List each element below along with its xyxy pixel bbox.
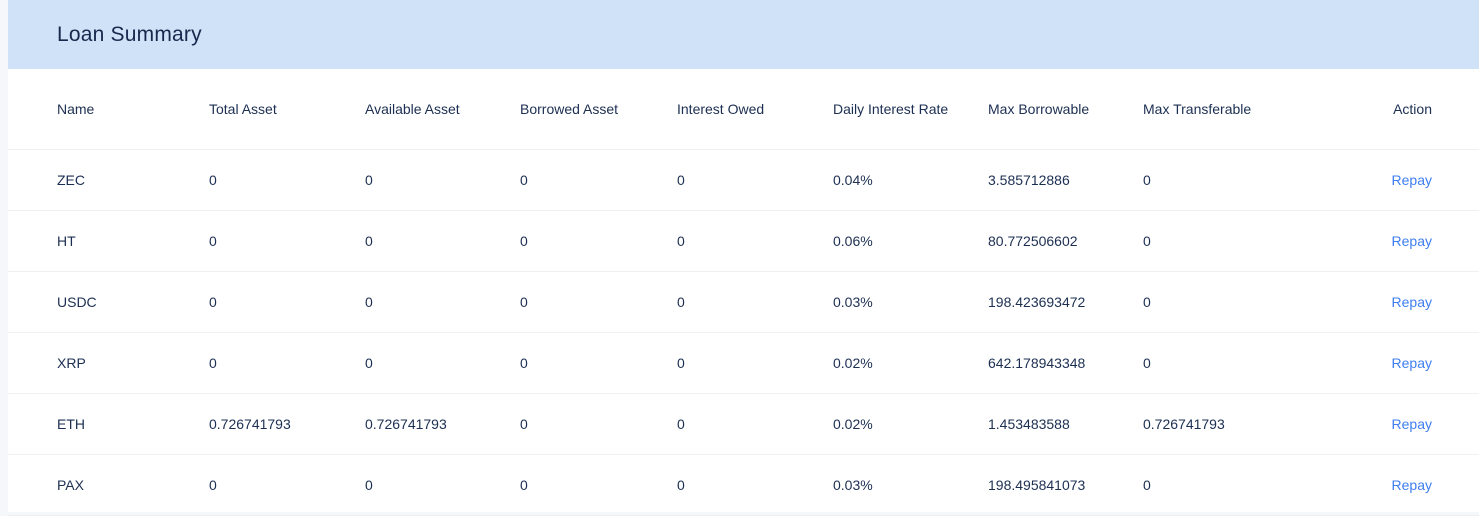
cell-name: USDC — [8, 271, 209, 333]
panel-header: Loan Summary — [8, 0, 1479, 69]
cell-max-transferable: 0.726741793 — [1143, 393, 1298, 455]
cell-borrowed-asset: 0 — [520, 271, 677, 333]
cell-interest-owed: 0 — [677, 149, 833, 211]
column-header-max-borrowable: Max Borrowable — [988, 69, 1143, 150]
repay-link[interactable]: Repay — [1391, 232, 1432, 249]
cell-available-asset: 0 — [365, 454, 520, 516]
column-header-daily-interest-rate: Daily Interest Rate — [833, 69, 988, 150]
cell-max-borrowable: 198.495841073 — [988, 454, 1143, 516]
cell-interest-owed: 0 — [677, 393, 833, 455]
repay-link[interactable]: Repay — [1391, 171, 1432, 188]
cell-max-transferable: 0 — [1143, 149, 1298, 211]
cell-borrowed-asset: 0 — [520, 393, 677, 455]
column-header-interest-owed: Interest Owed — [677, 69, 833, 150]
cell-max-borrowable: 3.585712886 — [988, 149, 1143, 211]
cell-name: ZEC — [8, 149, 209, 211]
cell-max-borrowable: 198.423693472 — [988, 271, 1143, 333]
repay-link[interactable]: Repay — [1391, 354, 1432, 371]
loan-summary-table: Name Total Asset Available Asset Borrowe… — [8, 69, 1479, 516]
cell-max-borrowable: 642.178943348 — [988, 332, 1143, 394]
loan-summary-panel: Loan Summary Name Total Asset Available … — [8, 0, 1479, 516]
cell-daily-interest-rate: 0.02% — [833, 393, 988, 455]
cell-available-asset: 0 — [365, 149, 520, 211]
cell-total-asset: 0 — [209, 271, 365, 333]
table-row: USDC 0 0 0 0 0.03% 198.423693472 0 Repay — [8, 271, 1479, 333]
cell-total-asset: 0 — [209, 454, 365, 516]
cell-daily-interest-rate: 0.04% — [833, 149, 988, 211]
cell-total-asset: 0 — [209, 149, 365, 211]
column-header-max-transferable: Max Transferable — [1143, 69, 1298, 150]
cell-max-transferable: 0 — [1143, 271, 1298, 333]
loan-table-body: ZEC 0 0 0 0 0.04% 3.585712886 0 Repay HT… — [8, 149, 1479, 516]
column-header-action: Action — [1298, 69, 1479, 150]
cell-interest-owed: 0 — [677, 332, 833, 394]
cell-interest-owed: 0 — [677, 454, 833, 516]
cell-total-asset: 0 — [209, 210, 365, 272]
cell-max-borrowable: 1.453483588 — [988, 393, 1143, 455]
table-row: PAX 0 0 0 0 0.03% 198.495841073 0 Repay — [8, 454, 1479, 516]
column-header-name: Name — [8, 69, 209, 150]
page-title: Loan Summary — [57, 22, 202, 46]
repay-link[interactable]: Repay — [1391, 415, 1432, 432]
table-row: XRP 0 0 0 0 0.02% 642.178943348 0 Repay — [8, 332, 1479, 394]
cell-daily-interest-rate: 0.02% — [833, 332, 988, 394]
table-header-row: Name Total Asset Available Asset Borrowe… — [8, 69, 1479, 150]
table-row: ETH 0.726741793 0.726741793 0 0 0.02% 1.… — [8, 393, 1479, 455]
column-header-borrowed-asset: Borrowed Asset — [520, 69, 677, 150]
cell-interest-owed: 0 — [677, 271, 833, 333]
table-row: ZEC 0 0 0 0 0.04% 3.585712886 0 Repay — [8, 149, 1479, 211]
cell-borrowed-asset: 0 — [520, 149, 677, 211]
cell-max-transferable: 0 — [1143, 332, 1298, 394]
cell-total-asset: 0.726741793 — [209, 393, 365, 455]
cell-total-asset: 0 — [209, 332, 365, 394]
cell-daily-interest-rate: 0.06% — [833, 210, 988, 272]
cell-available-asset: 0 — [365, 271, 520, 333]
cell-name: ETH — [8, 393, 209, 455]
cell-available-asset: 0 — [365, 332, 520, 394]
cell-daily-interest-rate: 0.03% — [833, 454, 988, 516]
cell-name: XRP — [8, 332, 209, 394]
cell-borrowed-asset: 0 — [520, 210, 677, 272]
column-header-total-asset: Total Asset — [209, 69, 365, 150]
cell-max-transferable: 0 — [1143, 210, 1298, 272]
cell-interest-owed: 0 — [677, 210, 833, 272]
cell-daily-interest-rate: 0.03% — [833, 271, 988, 333]
repay-link[interactable]: Repay — [1391, 476, 1432, 493]
table-row: HT 0 0 0 0 0.06% 80.772506602 0 Repay — [8, 210, 1479, 272]
column-header-available-asset: Available Asset — [365, 69, 520, 150]
cell-max-borrowable: 80.772506602 — [988, 210, 1143, 272]
cell-borrowed-asset: 0 — [520, 454, 677, 516]
cell-borrowed-asset: 0 — [520, 332, 677, 394]
repay-link[interactable]: Repay — [1391, 293, 1432, 310]
cell-name: PAX — [8, 454, 209, 516]
cell-max-transferable: 0 — [1143, 454, 1298, 516]
cell-available-asset: 0 — [365, 210, 520, 272]
cell-name: HT — [8, 210, 209, 272]
cell-available-asset: 0.726741793 — [365, 393, 520, 455]
